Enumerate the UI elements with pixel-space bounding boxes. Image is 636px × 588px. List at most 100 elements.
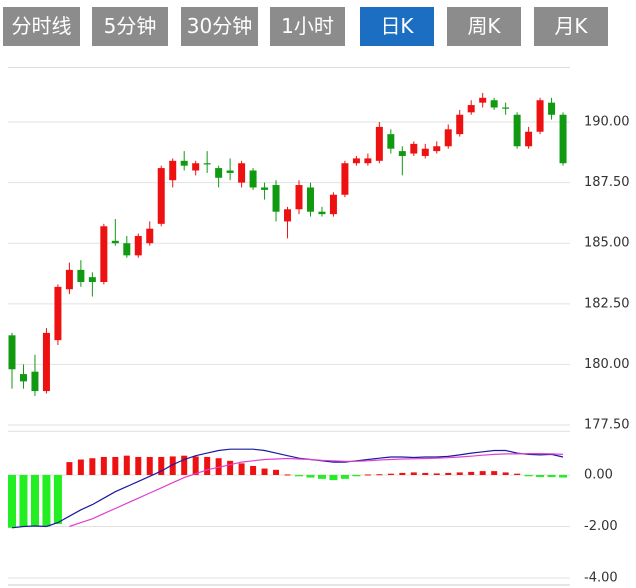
candle-body (398, 151, 406, 156)
candle-body (215, 168, 223, 178)
candle-body (559, 114, 567, 164)
macd-bar (112, 456, 119, 475)
candle-body (31, 371, 39, 392)
candle-body (525, 131, 533, 147)
candle-body (77, 269, 85, 282)
dea-line (69, 453, 564, 528)
macd-bar (135, 456, 142, 475)
macd-bar (250, 465, 257, 475)
y-tick-label: 177.50 (584, 418, 630, 433)
macd-bar (340, 474, 349, 479)
macd-bar (547, 474, 556, 478)
macd-bar (559, 474, 568, 478)
tab[interactable]: 日K (360, 7, 434, 46)
candle-body (318, 211, 326, 215)
candle-body (65, 269, 73, 290)
macd-bar (491, 471, 498, 475)
candle-body (295, 185, 303, 210)
macd-bar (422, 472, 429, 475)
tab-bar: 分时线 5分钟 30分钟 1小时 日K 周K 月K (0, 0, 636, 50)
candle-body (479, 97, 487, 103)
macd-bar (181, 455, 188, 475)
candle-body (146, 228, 154, 244)
macd-bar (169, 456, 176, 475)
macd-bar (30, 474, 39, 526)
macd-bar (100, 456, 107, 475)
candle-body (249, 170, 257, 188)
macd-bar (445, 472, 452, 475)
macd-bar (284, 474, 291, 476)
macd-bar (8, 474, 16, 528)
macd-bar (215, 458, 222, 475)
tab[interactable]: 30分钟 (181, 7, 258, 46)
candle-body (123, 243, 131, 256)
candle-body (387, 134, 395, 149)
macd-bar (158, 456, 165, 475)
macd-bar (514, 473, 521, 475)
y-tick-label: 185.00 (584, 236, 630, 251)
tab[interactable]: 分时线 (3, 7, 80, 46)
macd-bar (387, 473, 394, 475)
macd-bar (329, 474, 338, 481)
macd-bar (53, 474, 62, 524)
candle-body (306, 187, 314, 212)
tab[interactable]: 周K (447, 7, 521, 46)
candle-body (456, 114, 464, 135)
macd-bar (146, 456, 153, 475)
candle-body (421, 148, 429, 156)
candle-body (180, 160, 188, 166)
candle-body (226, 170, 234, 173)
macd-bar (456, 472, 463, 475)
candle-body (548, 102, 556, 115)
candle-body (54, 286, 62, 341)
macd-bar (306, 474, 315, 478)
macd-bar (352, 474, 361, 477)
candle-body (169, 160, 177, 181)
candle-body (100, 226, 108, 282)
candle-body (341, 163, 349, 195)
y-tick-label: 0.00 (584, 467, 613, 482)
candle-body (536, 100, 544, 132)
macd-bar (192, 456, 199, 475)
candle-body (261, 187, 269, 190)
y-tick-label: -2.00 (584, 519, 618, 534)
macd-bar (19, 474, 28, 527)
candle-body (88, 277, 96, 282)
candle-body (467, 105, 475, 113)
candle-body (364, 158, 372, 164)
candle-body (352, 158, 360, 164)
macd-bar (376, 474, 383, 476)
candle-body (238, 163, 246, 183)
macd-bar (502, 472, 509, 475)
tab[interactable]: 5分钟 (92, 7, 168, 46)
tab[interactable]: 月K (534, 7, 608, 46)
macd-bar (479, 471, 486, 475)
macd-bar (410, 472, 417, 475)
y-tick-label: 187.50 (584, 175, 630, 190)
y-tick-label: 182.50 (584, 296, 630, 311)
candle-body (111, 240, 119, 244)
macd-bar (227, 460, 234, 475)
macd-bar (77, 459, 84, 475)
candle-body (157, 168, 165, 224)
macd-bar (42, 474, 51, 527)
candle-body (375, 126, 383, 161)
candle-body (433, 146, 441, 152)
macd-bar (433, 473, 440, 475)
candle-body (192, 163, 200, 171)
macd-bar (238, 463, 245, 475)
tab[interactable]: 1小时 (270, 7, 345, 46)
candle-body (410, 143, 418, 154)
macd-bar (261, 468, 268, 475)
candle-body (329, 194, 337, 215)
macd-bar (123, 455, 130, 475)
candle-body (444, 129, 452, 147)
candle-body (490, 100, 498, 108)
macd-bar (364, 474, 371, 476)
candle-body (502, 107, 510, 109)
y-tick-label: 180.00 (584, 357, 630, 372)
macd-bar (399, 472, 406, 475)
macd-bar (89, 458, 96, 475)
y-tick-label: 190.00 (584, 115, 630, 130)
